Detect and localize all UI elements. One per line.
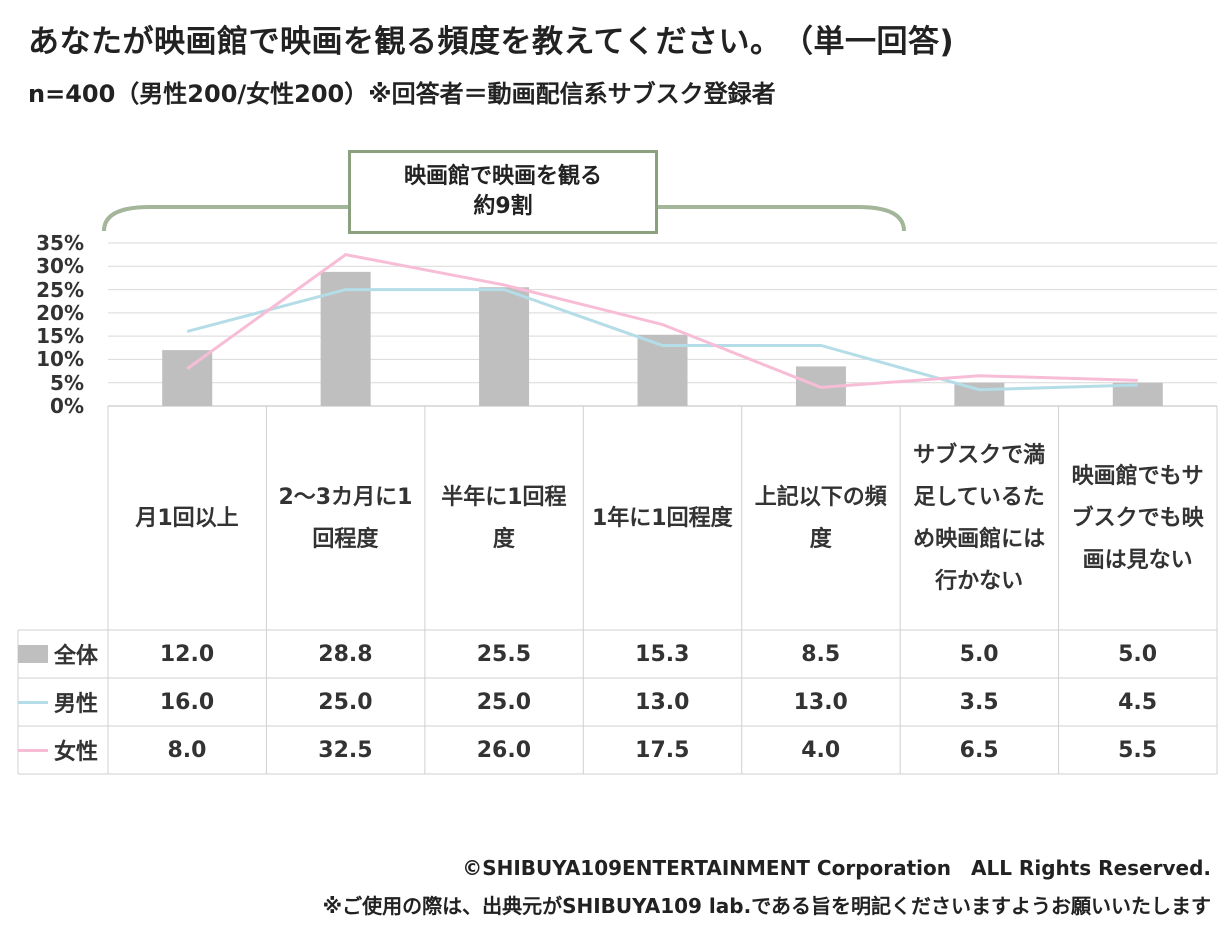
table-cell: 26.0	[476, 737, 531, 763]
legend-line-swatch	[18, 700, 48, 704]
bar-overall	[1112, 382, 1163, 406]
category-label: 映画館でもサブスクでも映画は見ない	[1071, 464, 1204, 573]
legend-entry: 女性	[18, 726, 108, 774]
legend-entry: 全体	[18, 630, 108, 678]
source-note: ※ご使用の際は、出典元がSHIBUYA109 lab.である旨を明記くださいます…	[322, 894, 1211, 918]
table-cell: 8.5	[801, 641, 841, 667]
callout-box: 映画館で映画を観る 約9割	[348, 150, 658, 234]
y-tick-label: 5%	[50, 370, 84, 395]
table-cell: 4.5	[1118, 689, 1158, 715]
y-tick-label: 30%	[36, 254, 84, 279]
legend-label: 全体	[54, 644, 99, 669]
table-cell: 25.0	[318, 689, 373, 715]
y-tick-label: 35%	[36, 231, 84, 255]
table-cell: 8.0	[167, 737, 207, 763]
y-tick-label: 15%	[36, 324, 84, 349]
copyright: ©SHIBUYA109ENTERTAINMENT Corporation ALL…	[462, 856, 1211, 880]
category-label: 1年に1回程度	[591, 506, 733, 531]
chart-subtitle: n=400（男性200/女性200）※回答者＝動画配信系サブスク登録者	[28, 80, 776, 108]
category-label: 2〜3カ月に1回程度	[278, 485, 413, 552]
table-cell: 3.5	[959, 689, 999, 715]
bar-overall	[162, 350, 213, 406]
table-cell: 28.8	[318, 641, 373, 667]
table-cell: 4.0	[801, 737, 841, 763]
category-label: 月1回以上	[135, 506, 239, 531]
y-tick-label: 10%	[36, 347, 84, 372]
legend-line-swatch	[18, 748, 48, 752]
table-cell: 5.0	[959, 641, 999, 667]
table-cell: 6.5	[959, 737, 999, 763]
table-cell: 5.0	[1118, 641, 1158, 667]
callout-line-2: 約9割	[473, 194, 533, 219]
bar-overall	[479, 287, 530, 406]
line-male	[186, 288, 1138, 392]
table-cell: 13.0	[793, 689, 848, 715]
legend-label: 男性	[54, 692, 99, 717]
table-cell: 32.5	[318, 737, 373, 763]
table-cell: 25.5	[476, 641, 531, 667]
category-label: 上記以下の頻度	[754, 485, 887, 552]
legend-label: 女性	[54, 740, 99, 765]
legend-entry: 男性	[18, 678, 108, 726]
y-tick-label: 25%	[36, 277, 84, 302]
y-tick-label: 0%	[50, 394, 84, 418]
table-cell: 17.5	[635, 737, 690, 763]
table-cell: 16.0	[159, 689, 215, 715]
table-cell: 13.0	[635, 689, 690, 715]
y-tick-label: 20%	[36, 300, 84, 325]
table-cell: 15.3	[635, 641, 690, 667]
table-cell: 25.0	[476, 689, 531, 715]
line-female	[186, 253, 1138, 389]
category-label: サブスクで満足しているため映画館には行かない	[913, 443, 1046, 594]
category-label: 半年に1回程度	[441, 485, 567, 552]
table-cell: 12.0	[159, 641, 215, 667]
table-cell: 5.5	[1118, 737, 1158, 763]
bar-overall	[320, 271, 371, 406]
callout-line-1: 映画館で映画を観る	[403, 164, 602, 189]
chart-title: あなたが映画館で映画を観る頻度を教えてください。 （単一回答)	[28, 24, 955, 60]
legend-bar-swatch	[18, 645, 48, 663]
